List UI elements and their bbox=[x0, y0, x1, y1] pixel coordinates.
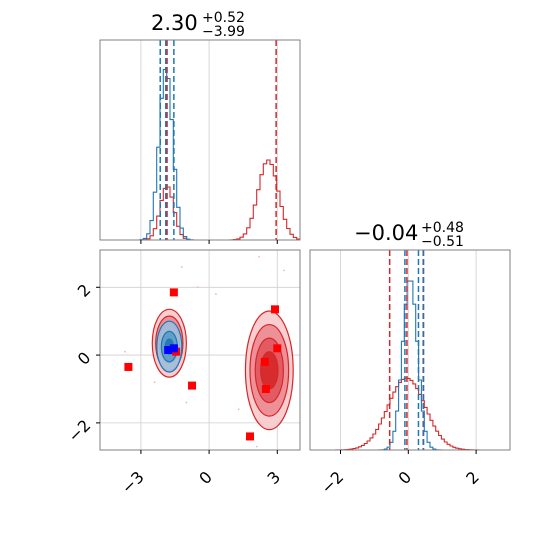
panel2-red-right-contour-3 bbox=[260, 351, 279, 390]
panel3-title-upper: +0.48 bbox=[421, 220, 464, 236]
panel2-marks bbox=[124, 255, 294, 448]
panel2-red-square-1 bbox=[124, 362, 133, 371]
panel2-red-square-5 bbox=[273, 344, 282, 353]
panel2-xtick-label-1: 0 bbox=[195, 467, 216, 488]
panel2-xtick-label-2: 3 bbox=[263, 467, 284, 488]
panel2-red-square-8 bbox=[246, 432, 254, 441]
panel1-title: 2.30 +0.52 −3.99 bbox=[151, 10, 245, 40]
panel-param1-histogram: 2.30 +0.52 −3.99 bbox=[99, 10, 301, 244]
panel2-red-square-4 bbox=[271, 305, 279, 314]
panel3-frame bbox=[309, 249, 511, 451]
panel2-sample-dot-0 bbox=[180, 266, 183, 268]
panel3-title: −0.04 +0.48 −0.51 bbox=[354, 220, 464, 250]
panel2-ytick-label-1: 0 bbox=[74, 348, 95, 369]
panel2-ytick-label-0: 2 bbox=[74, 280, 95, 301]
panel1-hist-blue bbox=[100, 68, 300, 241]
panel2-sample-dot-7 bbox=[124, 350, 126, 353]
panel2-sample-dot-11 bbox=[185, 401, 188, 404]
panel3-xtick-label-2: 2 bbox=[462, 467, 483, 488]
panel3-hist-red bbox=[310, 377, 510, 451]
panel3-ticks: −2 0 2 bbox=[317, 450, 483, 498]
panel2-red-square-2 bbox=[188, 381, 197, 390]
panel1-frame bbox=[99, 39, 301, 241]
panel2-xtick-label-0: −3 bbox=[118, 467, 148, 497]
panel1-title-value: 2.30 bbox=[151, 11, 198, 35]
panel3-xtick-label-0: −2 bbox=[317, 467, 347, 497]
panel1-ticks bbox=[140, 240, 278, 244]
panel3-marks bbox=[310, 250, 510, 451]
panel2-blue-square-0 bbox=[164, 346, 173, 354]
panel2-sample-dot-5 bbox=[237, 408, 240, 411]
panel2-red-square-0 bbox=[169, 288, 178, 297]
panel1-title-upper: +0.52 bbox=[202, 10, 245, 26]
panel2-ytick-label-2: −2 bbox=[64, 416, 94, 446]
panel3-hist-blue bbox=[310, 280, 510, 451]
panel2-sample-dot-2 bbox=[215, 293, 217, 295]
panel-2d-density: −3 0 3 2 0 −2 bbox=[64, 249, 301, 498]
panel1-marks bbox=[100, 40, 300, 241]
panel3-title-lower: −0.51 bbox=[421, 234, 464, 250]
panel2-red-square-7 bbox=[261, 384, 270, 393]
panel3-grid bbox=[340, 250, 477, 450]
panel2-red-square-6 bbox=[260, 357, 269, 366]
panel2-sample-dot-9 bbox=[255, 445, 258, 448]
panel3-title-value: −0.04 bbox=[354, 221, 418, 245]
panel1-hist-red bbox=[100, 159, 300, 241]
panel2-sample-dot-3 bbox=[258, 255, 260, 258]
panel-param2-histogram: −2 0 2 −0.04 +0.48 −0.51 bbox=[309, 220, 511, 498]
panel3-xtick-label-1: 0 bbox=[394, 467, 415, 488]
panel1-title-lower: −3.99 bbox=[202, 24, 245, 40]
panel2-sample-dot-8 bbox=[153, 381, 156, 384]
panel2-sample-dot-4 bbox=[283, 269, 285, 272]
panel1-grid bbox=[140, 40, 278, 240]
panel2-sample-dot-1 bbox=[196, 286, 199, 289]
panel2-blue-square-1 bbox=[169, 344, 178, 353]
panel2-frame bbox=[99, 249, 301, 451]
